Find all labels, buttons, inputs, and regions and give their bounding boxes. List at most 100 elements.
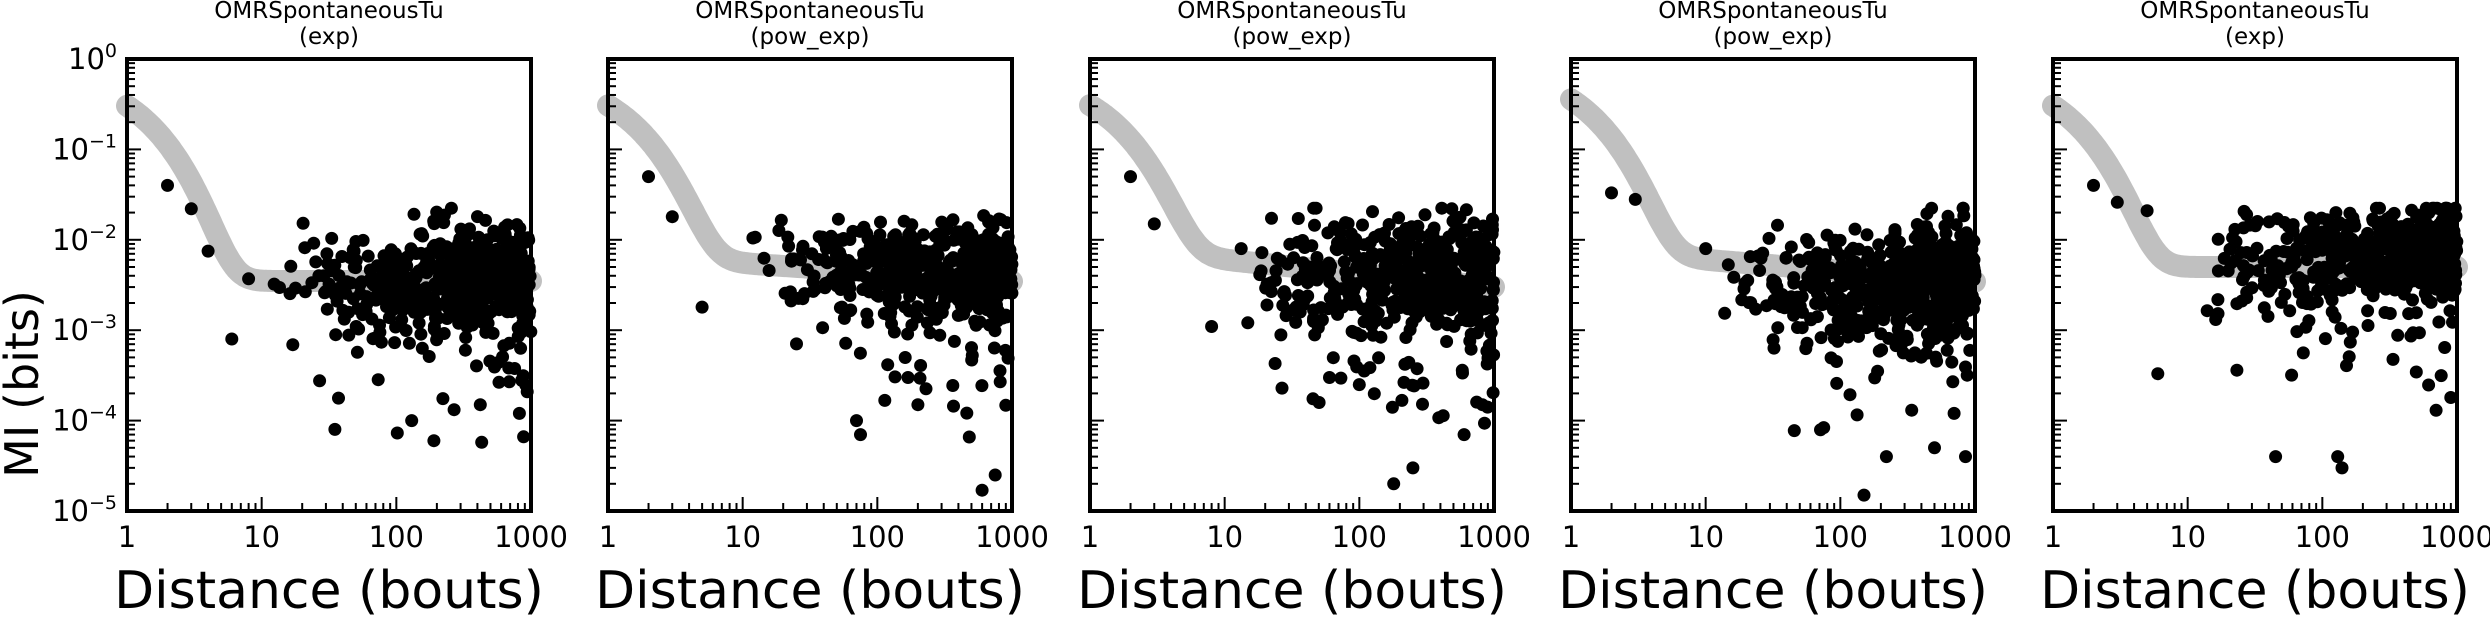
data-point: [1301, 289, 1315, 303]
data-point: [2335, 461, 2349, 475]
data-point: [1956, 201, 1970, 215]
data-point: [1367, 387, 1381, 401]
data-point: [911, 398, 925, 412]
data-point: [853, 346, 867, 360]
data-point: [494, 265, 508, 279]
data-point: [1949, 218, 1963, 232]
data-point: [2366, 214, 2380, 228]
data-point: [1946, 375, 1960, 389]
data-point: [2360, 283, 2374, 297]
data-point: [289, 281, 302, 295]
data-point: [1375, 293, 1389, 307]
data-point: [2409, 365, 2423, 379]
data-point: [427, 214, 441, 228]
data-point: [913, 371, 927, 385]
data-point: [2285, 368, 2299, 382]
data-point: [2110, 195, 2124, 209]
data-point: [1279, 288, 1292, 302]
data-point: [2404, 329, 2418, 343]
data-point: [1270, 251, 1284, 265]
data-point: [980, 303, 994, 317]
data-point: [1947, 326, 1961, 340]
data-point: [470, 283, 484, 297]
data-point: [2237, 221, 2250, 235]
data-point: [1413, 229, 1427, 243]
data-point: [346, 243, 360, 257]
data-point: [2373, 242, 2387, 256]
x-axis-label: Distance (bouts): [114, 561, 544, 619]
data-point: [998, 343, 1012, 357]
data-point: [1459, 242, 1473, 256]
data-point: [2333, 216, 2347, 230]
data-point: [2288, 256, 2302, 270]
data-point: [2443, 304, 2457, 318]
data-point: [833, 247, 847, 261]
data-point: [1341, 296, 1355, 310]
data-point: [1842, 323, 1856, 337]
data-point: [902, 304, 916, 318]
data-point: [383, 288, 397, 302]
data-point: [488, 229, 502, 243]
data-point: [1442, 232, 1456, 246]
data-point: [479, 325, 493, 339]
data-point: [402, 336, 416, 350]
data-point: [1771, 218, 1784, 232]
data-point: [2290, 325, 2304, 339]
data-point: [873, 228, 887, 242]
data-point: [1605, 186, 1618, 200]
data-point: [824, 229, 838, 243]
data-point: [1895, 277, 1908, 291]
data-point: [429, 311, 442, 325]
data-point: [492, 375, 506, 389]
data-point: [2438, 341, 2452, 354]
data-point: [1459, 223, 1473, 237]
data-point: [406, 280, 420, 294]
data-point: [1399, 246, 1413, 260]
data-point: [355, 275, 369, 289]
data-point: [1363, 236, 1377, 249]
data-point: [267, 277, 281, 291]
data-point: [1264, 276, 1278, 290]
data-point: [349, 253, 363, 267]
plot-frame: [2051, 57, 2459, 513]
data-point: [374, 335, 388, 349]
x-tick-label: 1: [2044, 520, 2062, 554]
data-point: [2229, 235, 2243, 249]
data-point: [390, 426, 404, 440]
data-point: [1934, 328, 1948, 342]
data-point: [865, 274, 879, 288]
data-point: [959, 244, 973, 258]
data-point: [433, 237, 447, 251]
data-point: [923, 298, 937, 312]
data-point: [1416, 397, 1429, 411]
data-point: [925, 261, 939, 275]
x-tick-label: 10: [1687, 520, 1724, 554]
data-point: [924, 246, 937, 260]
panel-subtitle: (pow_exp): [1714, 24, 1833, 50]
x-tick-label: 1000: [494, 520, 568, 554]
x-tick-label: 1000: [2420, 520, 2490, 554]
y-tick-exponent: −2: [89, 221, 117, 243]
panel-2: OMRSpontaneousTu(pow_exp) 1 10 100 1000 Dista…: [595, 0, 1049, 619]
data-point: [502, 375, 516, 389]
data-point: [2311, 263, 2325, 277]
x-tick-label: 1: [118, 520, 136, 554]
data-point: [512, 406, 526, 420]
y-tick-exponent: −5: [89, 492, 117, 514]
y-tick-base: 10: [52, 404, 89, 438]
panel-subtitle: (exp): [299, 24, 359, 50]
data-point: [888, 241, 902, 254]
data-point: [416, 229, 430, 243]
data-point: [1787, 424, 1801, 438]
data-point: [1275, 381, 1289, 395]
data-point: [2234, 246, 2248, 260]
x-tick-label: 10: [243, 520, 280, 554]
data-point: [514, 325, 528, 339]
data-point: [1818, 248, 1832, 262]
data-point: [379, 271, 393, 285]
data-point: [1754, 251, 1768, 265]
data-point: [937, 232, 950, 246]
data-point: [782, 239, 796, 253]
data-point: [1879, 450, 1893, 464]
data-point: [1283, 237, 1297, 251]
